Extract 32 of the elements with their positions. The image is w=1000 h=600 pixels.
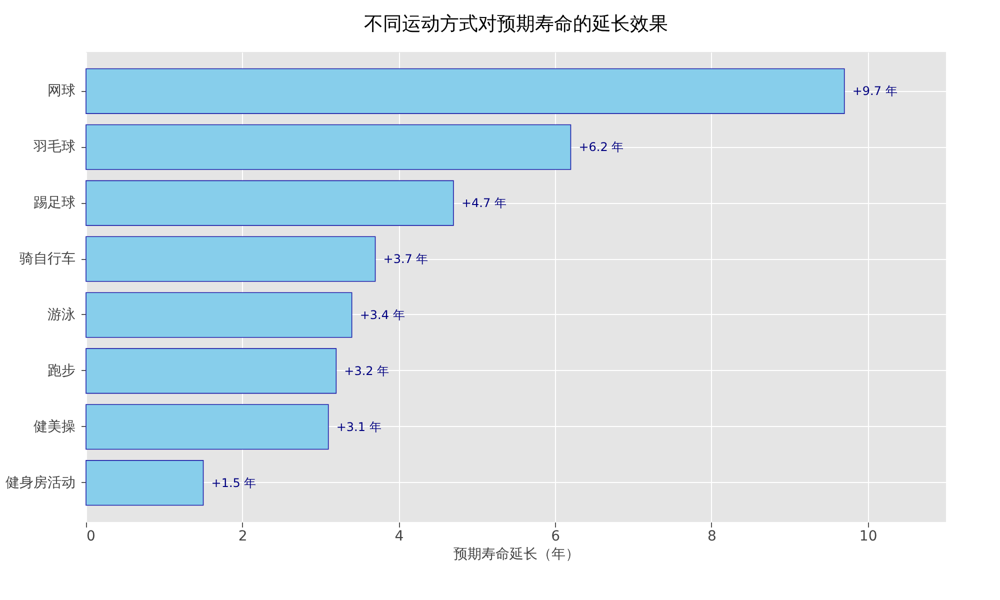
y-tick-label: 跑步 <box>48 362 76 379</box>
y-tick-label: 网球 <box>48 83 76 100</box>
data-label: +3.1 年 <box>336 420 382 434</box>
bar <box>86 460 204 506</box>
data-label: +6.2 年 <box>578 140 624 154</box>
data-label: +3.7 年 <box>383 252 428 266</box>
data-label: +3.2 年 <box>344 364 390 378</box>
x-axis-title: 预期寿命延长（年） <box>454 546 580 562</box>
data-label: +1.5 年 <box>211 476 256 490</box>
y-tick-label: 骑自行车 <box>20 251 76 268</box>
x-tick-label: 8 <box>707 528 716 544</box>
bar <box>86 404 329 450</box>
bar <box>86 124 572 170</box>
data-label: +3.4 年 <box>360 308 405 322</box>
bar <box>86 68 845 114</box>
chart-title: 不同运动方式对预期寿命的延长效果 <box>364 13 668 35</box>
y-tick-label: 健美操 <box>34 418 76 435</box>
data-label: +4.7 年 <box>461 196 506 210</box>
bar <box>86 292 352 338</box>
bar <box>86 348 337 394</box>
x-tick-label: 6 <box>551 528 560 544</box>
x-tick-label: 0 <box>86 528 96 544</box>
bar <box>86 180 454 226</box>
y-tick-label: 羽毛球 <box>32 139 76 156</box>
x-tick-label: 4 <box>394 528 404 544</box>
x-tick-label: 10 <box>859 528 878 544</box>
y-tick-label: 游泳 <box>48 306 76 323</box>
bar <box>86 236 376 282</box>
y-tick-label: 健身房活动 <box>6 474 76 491</box>
y-tick-label: 踢足球 <box>34 195 76 212</box>
data-label: +9.7 年 <box>852 84 898 98</box>
x-tick-label: 2 <box>238 528 248 544</box>
